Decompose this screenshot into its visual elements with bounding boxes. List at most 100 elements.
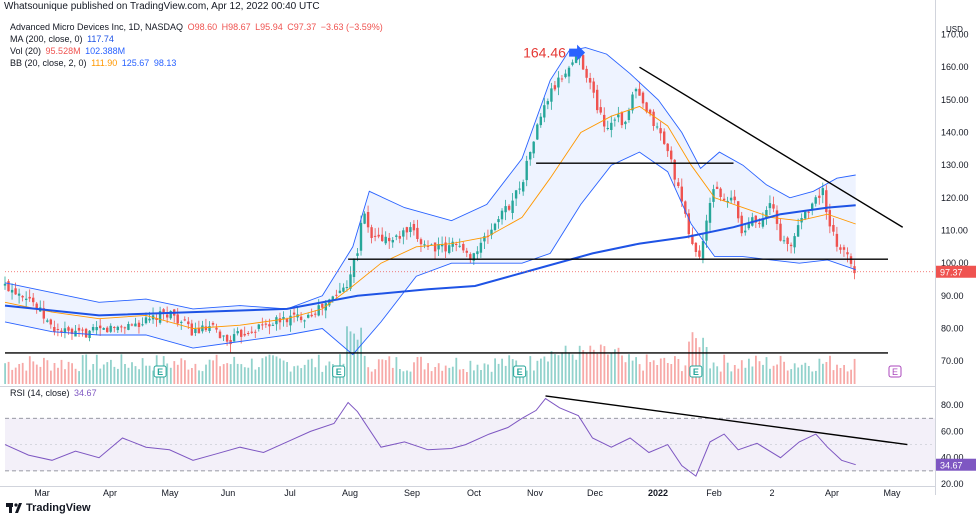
candle-body [807, 211, 810, 213]
volume-bar [18, 364, 21, 384]
volume-bar [652, 360, 655, 384]
candle-body [782, 240, 786, 242]
candle-body [624, 121, 627, 125]
candle-body [169, 311, 172, 319]
volume-bar [434, 367, 437, 384]
volume-bar [272, 355, 274, 384]
candle-body [218, 331, 222, 339]
volume-bar [561, 352, 563, 384]
candle-body [292, 312, 296, 315]
volume-bar [226, 363, 229, 384]
candle-body [236, 331, 239, 334]
volume-bar [748, 358, 750, 384]
volume-bar [233, 356, 236, 384]
candle-body [747, 223, 750, 229]
candle-body [419, 239, 423, 245]
volume-bar [473, 370, 475, 384]
volume-bar [610, 353, 613, 384]
volume-bar [635, 357, 637, 384]
volume-bar [557, 355, 560, 384]
volume-bar [296, 365, 299, 384]
volume-bar [448, 367, 451, 384]
volume-bar [554, 354, 556, 384]
volume-bar [138, 369, 140, 384]
ma-label: MA (200, close, 0) [10, 34, 83, 44]
volume-bar [564, 345, 567, 384]
candle-body [282, 317, 285, 320]
candle-body [543, 105, 546, 118]
candle-body [25, 298, 28, 300]
candle-body [733, 196, 736, 201]
candle-body [779, 223, 782, 241]
volume-bars [4, 326, 856, 384]
candle-body [504, 206, 507, 213]
volume-bar [402, 371, 405, 384]
volume-bar [455, 357, 458, 384]
earnings-marker-future-label: E [892, 367, 898, 377]
candle-body [303, 320, 306, 322]
volume-bar [582, 350, 585, 384]
volume-bar [691, 332, 694, 384]
candle-body [35, 303, 38, 309]
volume-bar [772, 365, 775, 384]
rsi-value-badge [936, 458, 976, 471]
candle-body [701, 241, 705, 259]
legend-bb: BB (20, close, 2, 0) 111.90 125.67 98.13 [10, 58, 176, 69]
volume-bar [712, 362, 715, 384]
candle-body [232, 334, 236, 342]
volume-bar [755, 355, 757, 384]
candle-body [240, 329, 243, 337]
volume-bar [681, 371, 683, 384]
candle-body [476, 251, 479, 255]
candle-body [546, 101, 549, 105]
candle-body [268, 324, 271, 327]
candle-body [370, 227, 373, 238]
volume-bar [198, 370, 200, 384]
candle-body [53, 327, 56, 332]
candle-body [215, 327, 218, 330]
high-value: H98.67 [221, 22, 251, 32]
volume-bar [250, 358, 253, 384]
volume-bar [346, 326, 348, 384]
candle-body [846, 252, 849, 255]
volume-bar [744, 367, 747, 384]
volume-bar [7, 361, 10, 384]
candle-body [342, 287, 345, 292]
footer-brand: TradingView [6, 502, 91, 514]
price-tick-label: 120.00 [941, 193, 969, 203]
candle-body [398, 236, 401, 239]
candle-body [641, 92, 645, 104]
candle-body [670, 150, 673, 160]
candle-body [377, 234, 380, 237]
price-tick-label: 150.00 [941, 95, 969, 105]
symbol-label: Advanced Micro Devices Inc, 1D, NASDAQ [10, 22, 184, 32]
candle-body [299, 316, 303, 321]
candle-body [507, 205, 511, 210]
volume-bar [134, 366, 137, 384]
volume-bar [663, 357, 666, 384]
candle-body [345, 287, 349, 288]
candle-body [698, 250, 701, 257]
candle-body [603, 114, 606, 127]
candle-body [229, 340, 232, 345]
earnings-marker-label: E [336, 367, 342, 377]
candle-body [314, 313, 317, 315]
candle-body [77, 327, 81, 331]
candle-body [42, 308, 45, 319]
candle-body [673, 159, 676, 180]
volume-bar [21, 362, 24, 384]
candle-body [335, 294, 338, 296]
candle-body [564, 73, 567, 78]
volume-bar [131, 362, 133, 384]
volume-bar [205, 364, 207, 384]
volume-bar [64, 369, 66, 384]
candle-body [60, 330, 63, 333]
candle-body [842, 247, 846, 250]
volume-bar [286, 362, 288, 384]
volume-bar [427, 363, 429, 384]
volume-bar [730, 371, 733, 384]
price-tick-label: 80.00 [941, 323, 964, 333]
candle-body [737, 201, 740, 219]
volume-bar [145, 365, 147, 384]
candle-body [571, 62, 574, 65]
